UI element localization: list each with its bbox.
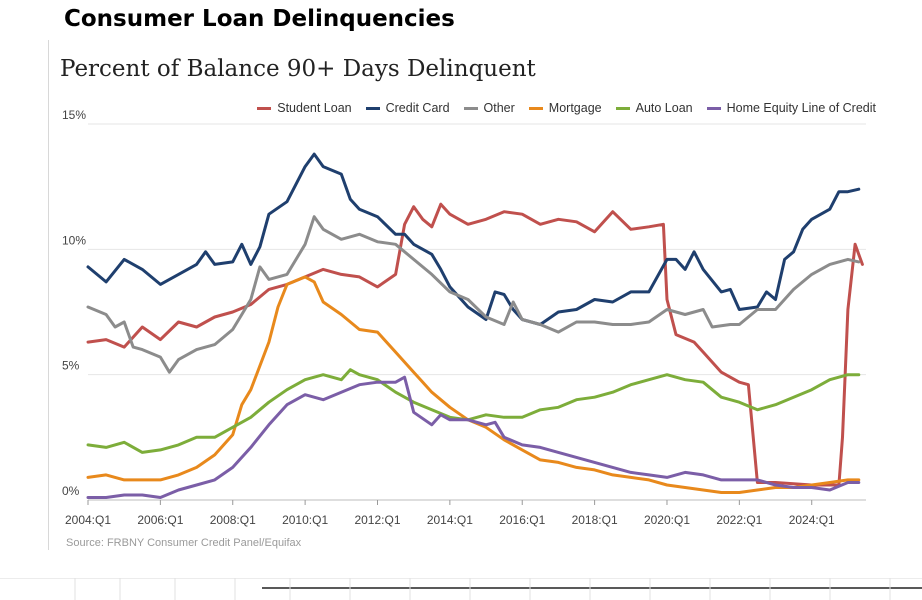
legend-label: Student Loan: [277, 101, 352, 115]
legend-item: Credit Card: [365, 101, 450, 115]
x-tick-label: 2012:Q1: [354, 513, 400, 527]
x-tick-label: 2004:Q1: [65, 513, 111, 527]
legend-label: Credit Card: [385, 101, 450, 115]
x-tick-label: 2024:Q1: [789, 513, 835, 527]
legend-swatch: [528, 106, 543, 110]
y-tick-label: 0%: [62, 484, 80, 498]
legend-swatch: [365, 106, 380, 110]
legend-swatch: [463, 106, 478, 110]
series-line-home-equity-line-of-credit: [86, 375, 861, 499]
legend-label: Other: [483, 101, 515, 115]
x-tick-label: 2014:Q1: [427, 513, 473, 527]
series-line-other: [86, 215, 861, 374]
legend-label: Home Equity Line of Credit: [726, 101, 876, 115]
page-title: Consumer Loan Delinquencies: [64, 6, 455, 32]
legend-label: Auto Loan: [635, 101, 693, 115]
x-tick-label: 2010:Q1: [282, 513, 328, 527]
legend-item: Home Equity Line of Credit: [706, 101, 876, 115]
chart-source: Source: FRBNY Consumer Credit Panel/Equi…: [66, 537, 302, 549]
x-tick-label: 2006:Q1: [137, 513, 183, 527]
legend-swatch: [615, 106, 630, 110]
x-tick-label: 2008:Q1: [210, 513, 256, 527]
series-line-mortgage: [86, 275, 861, 494]
legend-swatch: [706, 106, 721, 110]
x-tick-label: 2016:Q1: [499, 513, 545, 527]
chart-frame: [48, 40, 922, 550]
legend-item: Auto Loan: [615, 101, 693, 115]
x-tick-label: 2020:Q1: [644, 513, 690, 527]
bottom-border-ticks: [0, 578, 922, 600]
y-tick-label: 5%: [62, 359, 80, 373]
x-tick-label: 2018:Q1: [572, 513, 618, 527]
y-tick-label: 10%: [62, 233, 86, 247]
x-tick-label: 2022:Q1: [716, 513, 762, 527]
chart-title: Percent of Balance 90+ Days Delinquent: [60, 56, 536, 82]
legend-label: Mortgage: [548, 101, 602, 115]
legend-swatch: [257, 106, 272, 110]
legend-item: Other: [463, 101, 515, 115]
y-tick-label: 15%: [62, 108, 86, 122]
series-line-student-loan: [86, 202, 864, 487]
series-line-credit-card: [86, 152, 861, 326]
chart-legend: Student Loan Credit Card Other Mortgage Auto…: [257, 101, 876, 115]
legend-item: Mortgage: [528, 101, 602, 115]
legend-item: Student Loan: [257, 101, 352, 115]
